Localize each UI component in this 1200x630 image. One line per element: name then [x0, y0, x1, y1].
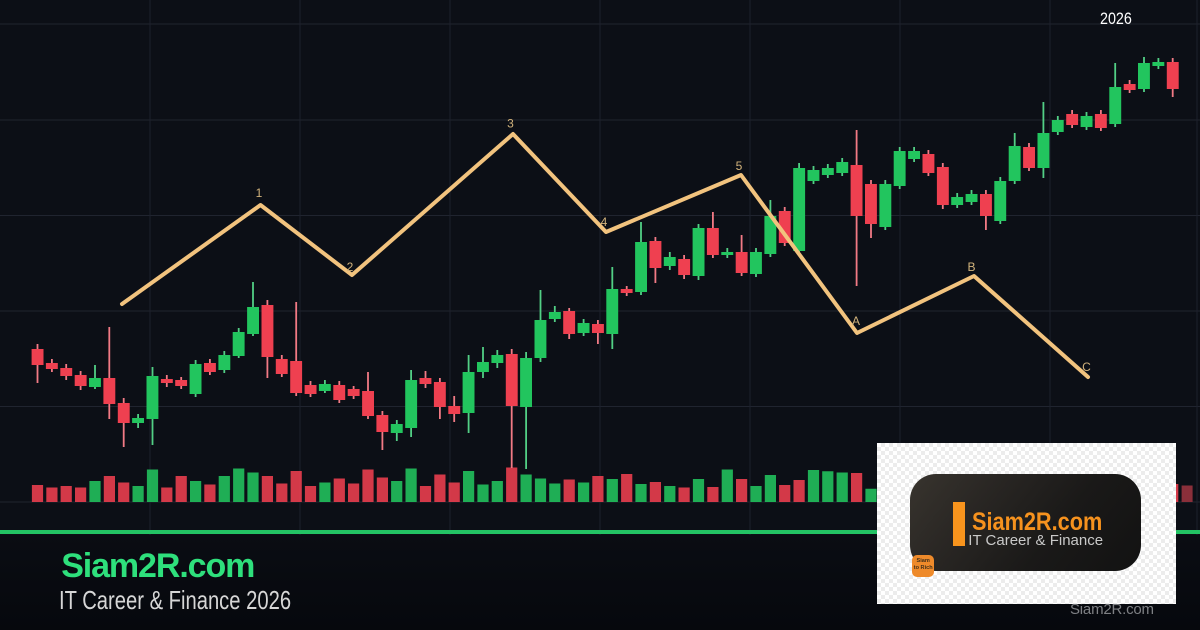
svg-text:4: 4	[601, 215, 608, 229]
svg-text:5: 5	[736, 159, 743, 173]
svg-text:C: C	[1082, 360, 1091, 374]
svg-text:1: 1	[256, 186, 263, 200]
svg-text:B: B	[967, 260, 975, 274]
svg-text:2: 2	[347, 260, 354, 274]
svg-text:A: A	[852, 314, 860, 328]
svg-text:3: 3	[507, 117, 514, 131]
